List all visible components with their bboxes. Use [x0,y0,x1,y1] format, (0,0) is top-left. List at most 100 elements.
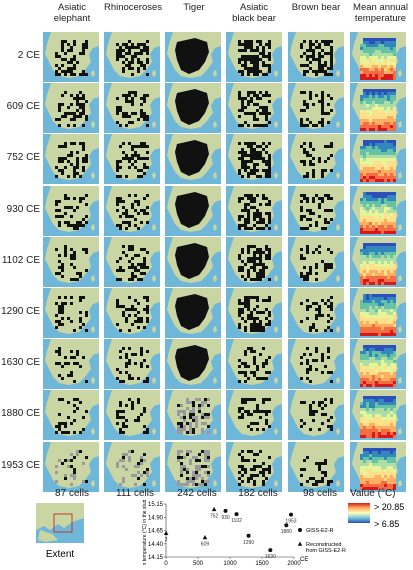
habitat-cell [137,43,140,46]
habitat-cell [259,465,262,468]
temperature-cell [384,429,387,432]
land-island [213,172,217,179]
map-tile-svg [226,288,282,338]
habitat-cell [318,55,321,58]
habitat-cell [198,410,201,413]
land-island [91,224,95,231]
temperature-cell [387,481,390,484]
temperature-cell [384,59,387,62]
temperature-cell [393,402,396,405]
habitat-cell [250,278,253,281]
habitat-cell [128,347,131,350]
habitat-cell [143,118,146,121]
temperature-cell [393,243,396,246]
habitat-cell [125,317,128,320]
habitat-cell [73,419,76,422]
habitat-cell [327,112,330,115]
habitat-cell [183,416,186,419]
habitat-cell [143,46,146,49]
habitat-cell [244,263,247,266]
habitat-cell [321,70,324,73]
temperature-cell [360,372,363,375]
temperature-cell [363,113,366,116]
temperature-cell [381,107,384,110]
temperature-cell [360,315,363,318]
habitat-cell [256,67,259,70]
temperature-cell [381,89,384,92]
temperature-cell [384,423,387,426]
habitat-cell [134,194,137,197]
habitat-cell [321,353,324,356]
temperature-cell [378,71,381,74]
temperature-cell [390,65,393,68]
habitat-cell [70,453,73,456]
habitat-cell [315,73,318,76]
temperature-cell [381,460,384,463]
temperature-cell [369,243,372,246]
habitat-cell [70,142,73,145]
temperature-cell [387,351,390,354]
temperature-cell [372,315,375,318]
habitat-cell [247,58,250,61]
habitat-cell [268,323,271,326]
habitat-cell [58,67,61,70]
temperature-cell [378,38,381,41]
temperature-cell [369,273,372,276]
temperature-cell [387,460,390,463]
temperature-cell [393,179,396,182]
habitat-cell [259,329,262,332]
temperature-cell [378,207,381,210]
habitat-cell [300,419,303,422]
habitat-cell [198,407,201,410]
habitat-cell [327,145,330,148]
habitat-cell [85,329,88,332]
habitat-cell [327,320,330,323]
temperature-cell [366,381,369,384]
habitat-cell [303,275,306,278]
habitat-cell [309,55,312,58]
habitat-cell [64,425,67,428]
temperature-cell [366,47,369,50]
temperature-cell [360,71,363,74]
habitat-cell [122,151,125,154]
map-tile [104,339,160,389]
temperature-cell [381,487,384,490]
habitat-cell [128,456,131,459]
habitat-cell [67,431,70,434]
temperature-cell [372,198,375,201]
temperature-cell [375,466,378,469]
land-island [336,480,340,487]
habitat-cell [125,362,128,365]
habitat-cell [122,431,125,434]
habitat-cell [244,353,247,356]
habitat-cell [131,401,134,404]
habitat-cell [262,148,265,151]
habitat-cell [300,356,303,359]
temperature-cell [378,158,381,161]
habitat-cell [327,73,330,76]
habitat-cell [146,468,149,471]
habitat-cell [238,172,241,175]
temperature-cell [369,146,372,149]
habitat-cell [324,169,327,172]
habitat-cell [306,368,309,371]
temperature-cell [390,324,393,327]
temperature-cell [390,354,393,357]
temperature-cell [387,179,390,182]
habitat-cell [64,356,67,359]
temperature-cell [366,435,369,438]
habitat-cell [309,380,312,383]
habitat-cell [137,311,140,314]
habitat-cell [330,97,333,100]
temperature-cell [378,125,381,128]
temperature-cell [375,426,378,429]
temperature-cell [381,56,384,59]
habitat-cell [244,227,247,230]
temperature-cell [393,152,396,155]
habitat-cell [70,320,73,323]
habitat-cell [116,224,119,227]
habitat-cell [321,55,324,58]
habitat-cell [241,209,244,212]
temperature-cell [369,192,372,195]
temperature-cell [393,41,396,44]
